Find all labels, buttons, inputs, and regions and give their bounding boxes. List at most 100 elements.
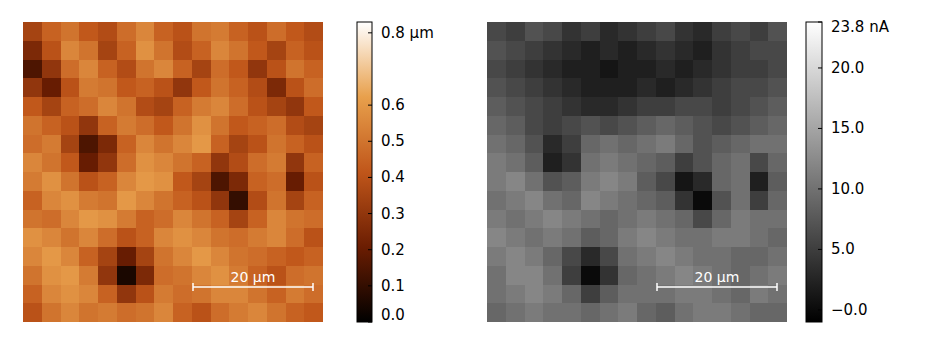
heatmap-cell: [192, 228, 211, 247]
heatmap-cell: [211, 78, 230, 97]
heatmap-cell: [768, 266, 787, 285]
heatmap-cell: [693, 78, 712, 97]
heatmap-cell: [136, 172, 155, 191]
colorbar-tick: [368, 177, 372, 178]
heatmap-cell: [600, 60, 619, 79]
heatmap-cell: [42, 247, 61, 266]
heatmap-cell: [675, 97, 694, 116]
heatmap-cell: [712, 172, 731, 191]
heatmap-cell: [618, 153, 637, 172]
heatmap-cell: [248, 78, 267, 97]
scale-bar-end: [192, 283, 194, 291]
colorbar-tick-label: 0.6: [381, 96, 405, 114]
heatmap-cell: [42, 116, 61, 135]
heatmap-cell: [267, 78, 286, 97]
heatmap-cell: [136, 303, 155, 322]
heatmap-cell: [675, 116, 694, 135]
heatmap-cell: [136, 97, 155, 116]
heatmap-cell: [525, 172, 544, 191]
heatmap-cell: [637, 60, 656, 79]
heatmap-cell: [543, 172, 562, 191]
heatmap-cell: [543, 285, 562, 304]
heatmap-cell: [600, 153, 619, 172]
heatmap-cell: [487, 22, 506, 41]
heatmap-cell: [248, 303, 267, 322]
heatmap-cell: [304, 41, 323, 60]
heatmap-cell: [656, 303, 675, 322]
heatmap-cell: [79, 78, 98, 97]
heatmap-cell: [229, 78, 248, 97]
heatmap-cell: [79, 97, 98, 116]
heatmap-cell: [506, 97, 525, 116]
heatmap-cell: [286, 172, 305, 191]
heatmap-cell: [543, 210, 562, 229]
heatmap-cell: [525, 116, 544, 135]
heatmap-cell: [506, 135, 525, 154]
heatmap-cell: [656, 78, 675, 97]
heatmap-cell: [304, 247, 323, 266]
heatmap-cell: [656, 41, 675, 60]
heatmap-cell: [42, 153, 61, 172]
heatmap-cell: [618, 97, 637, 116]
heatmap-cell: [173, 247, 192, 266]
heatmap-cell: [637, 191, 656, 210]
heatmap-cell: [600, 303, 619, 322]
heatmap-cell: [248, 191, 267, 210]
heatmap-cell: [98, 172, 117, 191]
heatmap-cell: [693, 116, 712, 135]
heatmap-cell: [248, 210, 267, 229]
heatmap-cell: [98, 135, 117, 154]
heatmap-cell: [525, 228, 544, 247]
heatmap-cell: [487, 41, 506, 60]
heatmap-cell: [543, 97, 562, 116]
heatmap-cell: [42, 60, 61, 79]
heatmap-cell: [154, 97, 173, 116]
colorbar-tick-label: 0.2: [381, 241, 405, 259]
heatmap-cell: [693, 172, 712, 191]
heatmap-cell: [618, 228, 637, 247]
heatmap-cell: [248, 41, 267, 60]
heatmap-cell: [600, 191, 619, 210]
heatmap-cell: [211, 135, 230, 154]
heatmap-cell: [543, 116, 562, 135]
colorbar-tick: [818, 309, 822, 310]
heatmap-cell: [154, 41, 173, 60]
heatmap-cell: [79, 22, 98, 41]
colorbar-tick: [818, 188, 822, 189]
heatmap-cell: [248, 135, 267, 154]
heatmap-cell: [229, 60, 248, 79]
heatmap-cell: [286, 210, 305, 229]
heatmap-cell: [712, 78, 731, 97]
heatmap-cell: [23, 116, 42, 135]
heatmap-cell: [211, 97, 230, 116]
heatmap-cell: [173, 135, 192, 154]
heatmap-cell: [562, 210, 581, 229]
heatmap-cell: [229, 172, 248, 191]
heatmap-cell: [543, 247, 562, 266]
heatmap-cell: [117, 172, 136, 191]
heatmap: [23, 22, 323, 322]
colorbar-tick-label: 10.0: [831, 180, 864, 198]
heatmap-cell: [487, 285, 506, 304]
heatmap-cell: [618, 116, 637, 135]
heatmap-cell: [637, 116, 656, 135]
heatmap-cell: [618, 22, 637, 41]
heatmap-cell: [304, 116, 323, 135]
heatmap-cell: [173, 78, 192, 97]
heatmap-cell: [562, 22, 581, 41]
heatmap-cell: [23, 172, 42, 191]
heatmap-cell: [248, 172, 267, 191]
heatmap-cell: [750, 60, 769, 79]
heatmap-cell: [61, 135, 80, 154]
heatmap-cell: [117, 191, 136, 210]
heatmap-cell: [304, 135, 323, 154]
heatmap-cell: [117, 97, 136, 116]
colorbar-tick-label: 23.8 nA: [831, 18, 890, 36]
heatmap-cell: [211, 116, 230, 135]
heatmap-cell: [248, 97, 267, 116]
heatmap-cell: [525, 266, 544, 285]
heatmap-cell: [581, 210, 600, 229]
heatmap-cell: [768, 228, 787, 247]
heatmap-cell: [23, 22, 42, 41]
heatmap-cell: [154, 22, 173, 41]
